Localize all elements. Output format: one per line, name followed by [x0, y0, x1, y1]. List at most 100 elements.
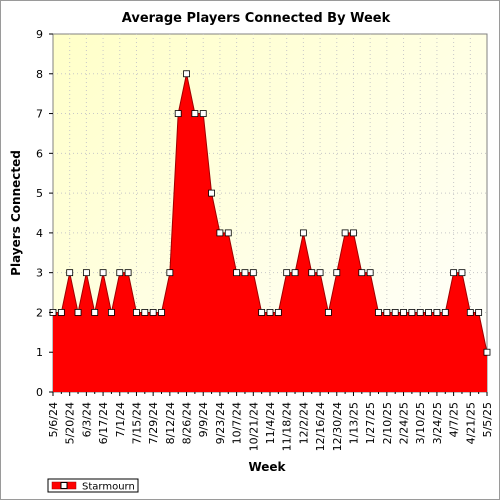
data-point — [458, 269, 466, 277]
data-point — [441, 309, 449, 316]
data-point — [191, 110, 199, 117]
x-tick-label: 1/27/25 — [364, 402, 377, 444]
y-tick-label: 6 — [36, 147, 43, 160]
legend-label: Starmourn — [82, 482, 135, 493]
x-tick-label: 5/5/25 — [481, 402, 494, 437]
x-tick-label: 5/20/24 — [64, 402, 77, 444]
data-point — [149, 309, 157, 316]
data-point — [450, 269, 458, 277]
x-tick-label: 10/7/24 — [231, 402, 244, 444]
x-tick-label: 3/24/25 — [431, 402, 444, 444]
x-axis-ticks: 5/6/24 5/20/24 6/3/24 6/17/24 7/1/24 7/15/24 7… — [47, 392, 494, 451]
data-point — [166, 269, 174, 277]
x-tick-label: 10/21/24 — [247, 402, 260, 451]
data-point — [241, 269, 249, 277]
data-point — [74, 309, 82, 316]
x-tick-label: 11/4/24 — [264, 402, 277, 444]
data-point — [108, 309, 115, 316]
data-point — [258, 309, 266, 316]
y-tick-label: 2 — [36, 306, 43, 319]
y-tick-label: 3 — [36, 267, 43, 280]
data-point — [366, 269, 374, 277]
data-point — [99, 269, 107, 277]
data-point — [350, 229, 357, 237]
x-tick-label: 6/17/24 — [97, 402, 110, 444]
y-tick-label: 4 — [36, 227, 43, 240]
data-markers — [49, 70, 491, 356]
x-tick-label: 11/18/24 — [281, 402, 294, 451]
x-tick-label: 9/9/24 — [197, 402, 210, 437]
data-point — [249, 269, 257, 277]
data-point — [325, 309, 332, 316]
data-point — [341, 229, 349, 237]
x-tick-label: 4/7/25 — [448, 402, 461, 437]
x-tick-label: 4/21/25 — [464, 402, 477, 444]
y-tick-label: 7 — [36, 108, 43, 121]
x-tick-label: 12/16/24 — [314, 402, 327, 451]
x-tick-label: 3/10/25 — [414, 402, 427, 444]
data-point — [266, 309, 274, 316]
x-tick-label: 9/23/24 — [214, 402, 227, 444]
data-point — [333, 269, 341, 277]
data-point — [124, 269, 132, 277]
data-point — [416, 309, 424, 316]
data-point — [425, 309, 432, 316]
data-point — [224, 229, 232, 237]
x-tick-label: 6/3/24 — [80, 402, 93, 437]
data-point — [316, 269, 324, 277]
data-point — [174, 110, 182, 117]
legend-marker — [60, 482, 68, 489]
x-tick-label: 12/30/24 — [331, 402, 344, 451]
x-tick-label: 2/10/25 — [381, 402, 394, 444]
data-point — [400, 309, 407, 316]
x-tick-label: 7/15/24 — [130, 402, 143, 444]
data-point — [291, 269, 299, 277]
data-point — [408, 309, 416, 316]
legend: Starmourn — [47, 478, 139, 493]
data-point — [308, 269, 316, 277]
data-point — [475, 309, 483, 316]
data-point — [466, 309, 474, 316]
data-point — [158, 309, 165, 316]
data-point — [383, 309, 391, 316]
x-tick-label: 8/26/24 — [181, 402, 194, 444]
x-tick-label: 7/1/24 — [114, 402, 127, 437]
y-tick-label: 5 — [36, 187, 43, 200]
y-tick-label: 8 — [36, 68, 43, 81]
x-tick-label: 1/13/25 — [347, 402, 360, 444]
y-axis-label: Players Connected — [9, 150, 23, 276]
data-point — [66, 269, 74, 277]
data-point — [233, 269, 241, 277]
data-point — [208, 189, 215, 197]
data-point — [133, 309, 140, 316]
x-tick-label: 7/29/24 — [147, 402, 160, 444]
y-axis-ticks: 0 1 2 3 4 5 6 7 8 9 — [36, 28, 53, 399]
data-point — [375, 309, 382, 316]
x-tick-label: 5/6/24 — [47, 402, 60, 437]
data-point — [216, 229, 224, 237]
x-axis-label: Week — [248, 460, 286, 474]
data-point — [141, 309, 149, 316]
data-point — [391, 309, 399, 316]
x-tick-label: 8/12/24 — [164, 402, 177, 444]
data-point — [91, 309, 99, 316]
data-point — [82, 269, 90, 277]
data-point — [358, 269, 366, 277]
data-point — [433, 309, 441, 316]
x-tick-label: 12/2/24 — [297, 402, 310, 444]
data-point — [299, 229, 307, 237]
data-point — [57, 309, 65, 316]
data-point — [483, 348, 491, 356]
data-point — [199, 110, 207, 117]
data-point — [274, 309, 282, 316]
data-point — [183, 70, 190, 78]
y-tick-label: 1 — [36, 346, 43, 359]
chart-title: Average Players Connected By Week — [122, 11, 391, 26]
y-tick-label: 0 — [36, 386, 43, 399]
data-point — [283, 269, 291, 277]
x-tick-label: 2/24/25 — [398, 402, 411, 444]
y-tick-label: 9 — [36, 28, 43, 41]
data-point — [116, 269, 124, 277]
